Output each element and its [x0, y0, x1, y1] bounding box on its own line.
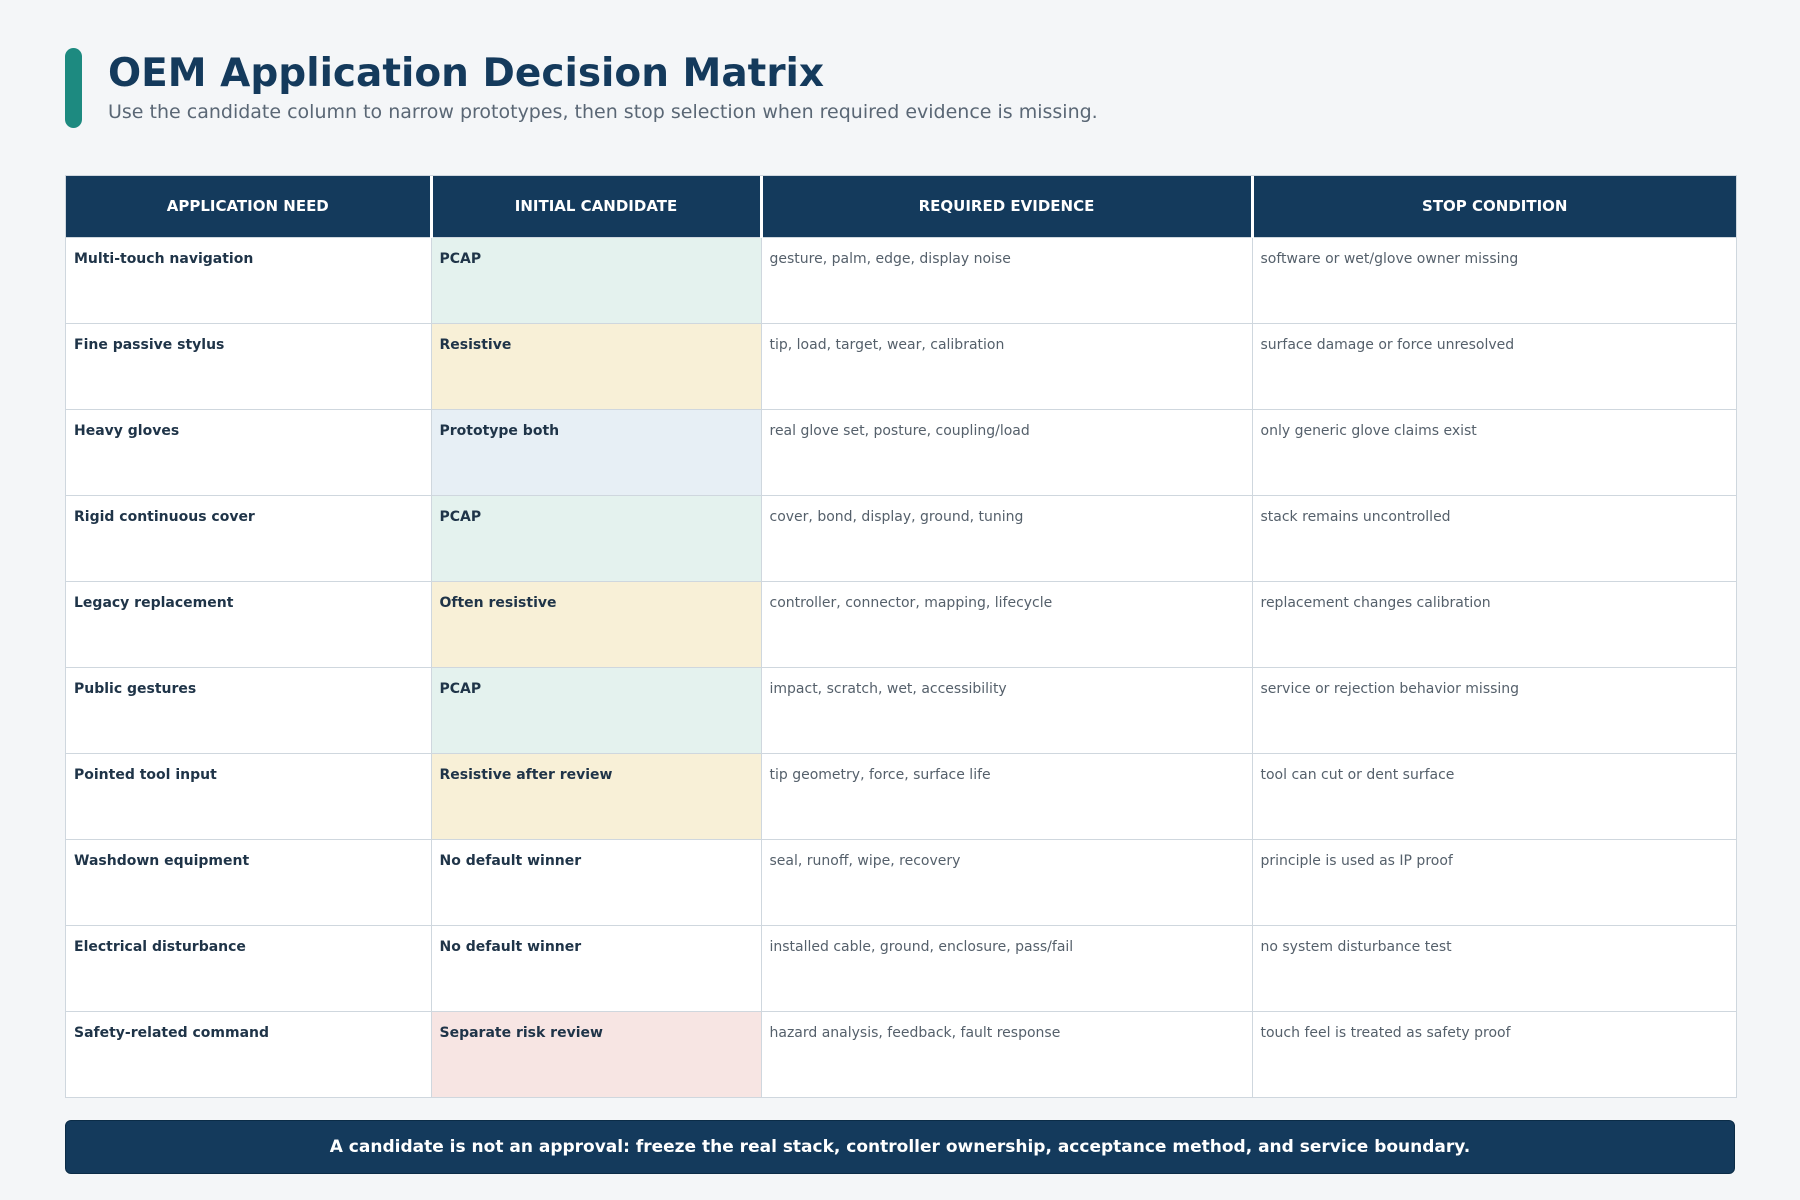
page-title: OEM Application Decision Matrix	[108, 51, 825, 96]
required-evidence-cell: tip geometry, force, surface life	[761, 752, 1253, 839]
initial-candidate-cell: PCAP	[431, 666, 762, 753]
initial-candidate-cell: PCAP	[431, 236, 762, 323]
stop-condition-cell: principle is used as IP proof	[1252, 838, 1736, 925]
table-row: Legacy replacement Often resistive contr…	[66, 580, 1736, 667]
stop-condition-cell: surface damage or force unresolved	[1252, 322, 1736, 409]
stop-condition-cell: touch feel is treated as safety proof	[1252, 1010, 1736, 1097]
initial-candidate-cell: PCAP	[431, 494, 762, 581]
matrix-body: Multi-touch navigation PCAP gesture, pal…	[66, 236, 1736, 1097]
required-evidence-cell: impact, scratch, wet, accessibility	[761, 666, 1253, 753]
initial-candidate-cell: Resistive after review	[431, 752, 762, 839]
table-row: Fine passive stylus Resistive tip, load,…	[66, 322, 1736, 409]
footer-note-banner: A candidate is not an approval: freeze t…	[65, 1120, 1735, 1174]
required-evidence-cell: real glove set, posture, coupling/load	[761, 408, 1253, 495]
table-row: Pointed tool input Resistive after revie…	[66, 752, 1736, 839]
required-evidence-cell: installed cable, ground, enclosure, pass…	[761, 924, 1253, 1011]
page-subtitle: Use the candidate column to narrow proto…	[108, 101, 1098, 123]
decision-matrix-table: Application Need Initial Candidate Requi…	[66, 176, 1736, 1097]
application-need-cell: Heavy gloves	[66, 408, 432, 495]
table-row: Rigid continuous cover PCAP cover, bond,…	[66, 494, 1736, 581]
initial-candidate-cell: Resistive	[431, 322, 762, 409]
stop-condition-cell: stack remains uncontrolled	[1252, 494, 1736, 581]
stop-condition-cell: service or rejection behavior missing	[1252, 666, 1736, 753]
required-evidence-cell: controller, connector, mapping, lifecycl…	[761, 580, 1253, 667]
application-need-cell: Pointed tool input	[66, 752, 432, 839]
column-header-initial-candidate: Initial Candidate	[431, 176, 763, 237]
header-row: Application Need Initial Candidate Requi…	[66, 176, 1736, 237]
stop-condition-cell: software or wet/glove owner missing	[1252, 236, 1736, 323]
initial-candidate-cell: Often resistive	[431, 580, 762, 667]
stop-condition-cell: only generic glove claims exist	[1252, 408, 1736, 495]
initial-candidate-cell: No default winner	[431, 838, 762, 925]
application-need-cell: Fine passive stylus	[66, 322, 432, 409]
table-row: Washdown equipment No default winner sea…	[66, 838, 1736, 925]
table-row: Heavy gloves Prototype both real glove s…	[66, 408, 1736, 495]
table-row: Safety-related command Separate risk rev…	[66, 1010, 1736, 1097]
required-evidence-cell: gesture, palm, edge, display noise	[761, 236, 1253, 323]
column-header-required-evidence: Required Evidence	[761, 176, 1254, 237]
required-evidence-cell: cover, bond, display, ground, tuning	[761, 494, 1253, 581]
page-header: OEM Application Decision Matrix Use the …	[65, 48, 1735, 128]
initial-candidate-cell: Separate risk review	[431, 1010, 762, 1097]
required-evidence-cell: hazard analysis, feedback, fault respons…	[761, 1010, 1253, 1097]
application-need-cell: Rigid continuous cover	[66, 494, 432, 581]
required-evidence-cell: tip, load, target, wear, calibration	[761, 322, 1253, 409]
stop-condition-cell: no system disturbance test	[1252, 924, 1736, 1011]
application-need-cell: Public gestures	[66, 666, 432, 753]
stop-condition-cell: replacement changes calibration	[1252, 580, 1736, 667]
column-header-application-need: Application Need	[66, 176, 433, 237]
decision-matrix: Application Need Initial Candidate Requi…	[65, 175, 1737, 1098]
initial-candidate-cell: Prototype both	[431, 408, 762, 495]
application-need-cell: Multi-touch navigation	[66, 236, 432, 323]
accent-bar	[65, 48, 82, 128]
table-row: Multi-touch navigation PCAP gesture, pal…	[66, 236, 1736, 323]
table-row: Electrical disturbance No default winner…	[66, 924, 1736, 1011]
application-need-cell: Legacy replacement	[66, 580, 432, 667]
initial-candidate-cell: No default winner	[431, 924, 762, 1011]
required-evidence-cell: seal, runoff, wipe, recovery	[761, 838, 1253, 925]
table-row: Public gestures PCAP impact, scratch, we…	[66, 666, 1736, 753]
application-need-cell: Safety-related command	[66, 1010, 432, 1097]
stop-condition-cell: tool can cut or dent surface	[1252, 752, 1736, 839]
application-need-cell: Washdown equipment	[66, 838, 432, 925]
column-header-stop-condition: Stop Condition	[1252, 176, 1736, 237]
application-need-cell: Electrical disturbance	[66, 924, 432, 1011]
